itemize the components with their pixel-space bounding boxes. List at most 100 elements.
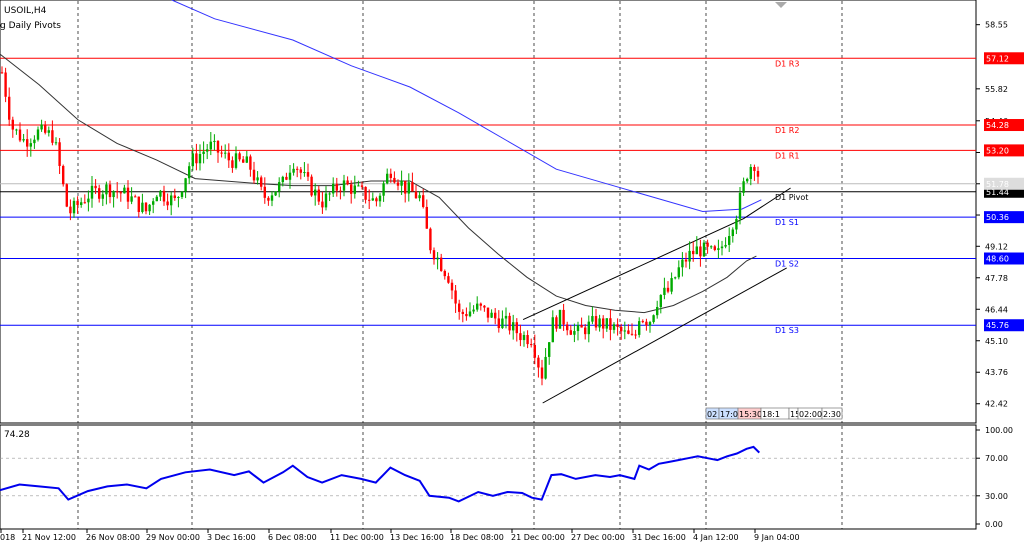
- candle-body: [670, 278, 673, 292]
- candle-body: [627, 330, 630, 334]
- candle-body: [458, 303, 461, 312]
- candle-body: [645, 321, 648, 326]
- candle-body: [224, 152, 227, 154]
- main-plot-area[interactable]: [0, 0, 977, 424]
- candle-body: [285, 176, 288, 180]
- candle-body: [220, 152, 223, 154]
- price-tick-label: 42.42: [985, 400, 1008, 409]
- pivot-price-box: [984, 144, 1024, 157]
- candle-body: [324, 193, 328, 208]
- candle-body: [177, 196, 180, 199]
- pivot-label: D1 S2: [775, 260, 799, 269]
- candle-body: [508, 315, 511, 331]
- candle-body: [90, 185, 94, 199]
- candle-body: [512, 322, 515, 331]
- candle-body: [65, 184, 68, 207]
- candle-body: [317, 189, 320, 202]
- candle-body: [648, 322, 652, 326]
- candlesticks: [0, 66, 760, 386]
- candle-body: [537, 357, 540, 368]
- candle-body: [616, 324, 619, 327]
- candle-body: [382, 183, 385, 196]
- candle-body: [202, 151, 205, 155]
- time-box-label: 17:0: [720, 410, 738, 419]
- candle-body: [346, 180, 349, 185]
- time-tick-label: 3 Dec 16:00: [207, 533, 256, 542]
- time-tick-label: 11 Dec 00:00: [330, 533, 384, 542]
- ma-fast-line: [0, 53, 757, 314]
- time-box-frame: [821, 407, 843, 420]
- candle-body: [332, 183, 335, 194]
- candle-body: [522, 335, 526, 341]
- time-tick-label: 26 Nov 08:00: [86, 533, 140, 542]
- candle-body: [749, 166, 752, 179]
- scroll-marker-icon[interactable]: [775, 2, 787, 8]
- candle-body: [11, 119, 14, 130]
- candle-body: [735, 218, 738, 230]
- candle-body: [216, 140, 220, 153]
- candle-body: [159, 190, 162, 197]
- time-box[interactable]: 02: [705, 407, 720, 420]
- candle-body: [540, 367, 544, 379]
- candle-body: [454, 290, 457, 304]
- candle-body: [497, 318, 500, 329]
- time-tick-label: 31 Dec 16:00: [632, 533, 686, 542]
- candle-body: [342, 180, 346, 191]
- candle-body: [8, 96, 11, 120]
- candle-body: [83, 202, 86, 204]
- candle-body: [483, 305, 486, 308]
- time-box[interactable]: 02:00: [797, 407, 823, 420]
- pivot-price-label: 50.36: [986, 213, 1009, 222]
- candle-body: [299, 169, 302, 173]
- price-axis: 58.5555.8254.4653.1151.7850.4549.1247.78…: [976, 21, 1024, 409]
- candle-body: [404, 180, 407, 194]
- candle-body: [515, 322, 518, 334]
- symbol-title: USOIL,H4: [4, 6, 47, 16]
- time-box-label: 02: [707, 410, 717, 419]
- indicator-tick-label: 70.00: [985, 454, 1008, 463]
- candle-body: [548, 342, 551, 357]
- candle-body: [69, 206, 72, 214]
- time-axis: 018 21 Nov 12:00 26 Nov 08:00 29 Nov 00:00 3…: [0, 529, 800, 542]
- candle-body: [630, 333, 634, 335]
- candle-body: [656, 307, 659, 316]
- candle-body: [206, 149, 209, 152]
- candle-body: [580, 325, 583, 328]
- time-box-label: 18:1: [762, 410, 780, 419]
- candle-body: [612, 324, 616, 330]
- candle-body: [652, 315, 655, 323]
- candle-body: [418, 195, 421, 199]
- rsi-series-line: [0, 445, 761, 503]
- candle-body: [476, 303, 479, 310]
- time-box[interactable]: 17:0: [718, 407, 739, 420]
- candle-body: [0, 72, 4, 74]
- candle-body: [566, 324, 569, 331]
- candle-body: [555, 317, 558, 329]
- candle-body: [58, 142, 61, 166]
- candle-body: [292, 168, 295, 173]
- time-box[interactable]: 15:30: [737, 407, 762, 420]
- candle-body: [551, 317, 554, 343]
- time-box[interactable]: 18:1: [760, 407, 790, 420]
- pivot-price-label: 48.60: [986, 255, 1009, 264]
- candle-body: [368, 199, 371, 201]
- candle-body: [375, 198, 378, 202]
- time-tick-label: 13 Dec 16:00: [390, 533, 444, 542]
- pivot-price-box: [984, 119, 1024, 132]
- time-box[interactable]: 2:30: [821, 407, 843, 420]
- indicator-plot-area[interactable]: [0, 424, 977, 530]
- pivot-price-label: 53.20: [986, 146, 1009, 155]
- candle-body: [101, 194, 104, 199]
- candle-body: [191, 153, 194, 167]
- candle-body: [720, 246, 724, 249]
- pivot-price-box: [984, 52, 1024, 65]
- candle-body: [494, 312, 497, 319]
- candle-body: [530, 344, 533, 346]
- candle-body: [396, 182, 400, 186]
- candle-body: [98, 188, 101, 199]
- candle-body: [29, 143, 32, 147]
- candle-body: [576, 325, 580, 332]
- candle-body: [425, 206, 428, 229]
